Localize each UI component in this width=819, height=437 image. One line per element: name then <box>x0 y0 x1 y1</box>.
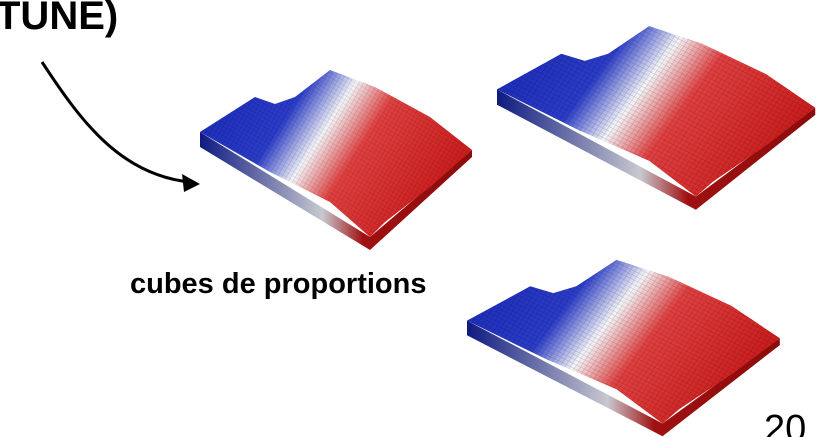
surface-model <box>497 26 815 210</box>
slide: TUNE) cubes de proportions 20 <box>0 0 819 437</box>
page-number: 20 <box>764 408 806 437</box>
arrow <box>42 62 190 182</box>
illustration <box>0 0 819 437</box>
caption: cubes de proportions <box>130 268 426 301</box>
surface-model <box>467 260 780 436</box>
arrow-head <box>182 174 200 192</box>
heading: TUNE) <box>0 0 118 39</box>
surface-model <box>200 70 472 250</box>
